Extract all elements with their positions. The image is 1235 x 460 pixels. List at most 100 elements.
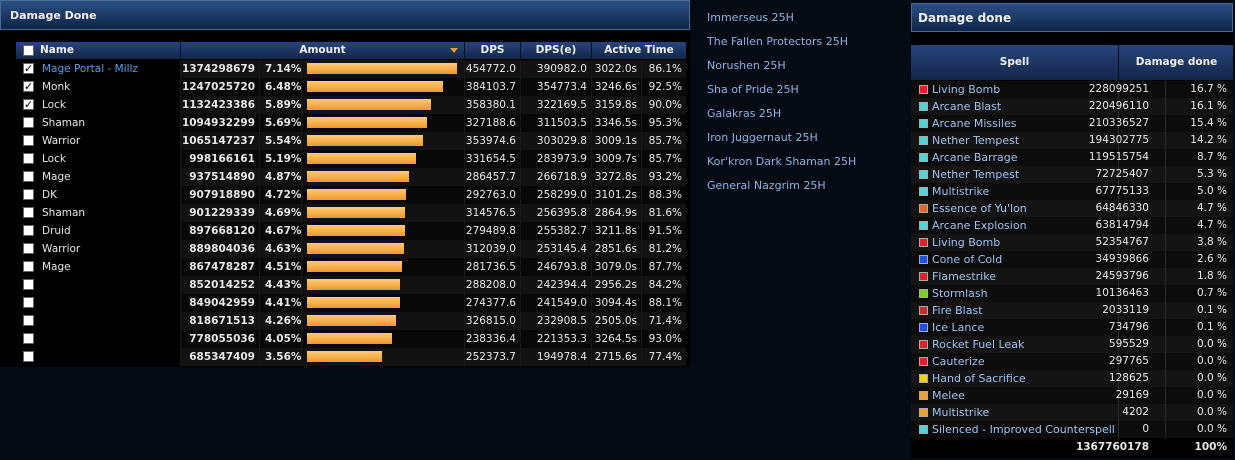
row-checkbox[interactable] bbox=[23, 153, 34, 164]
dps-value: 358380.1 bbox=[465, 96, 521, 114]
encounter-item[interactable]: Galakras 25H bbox=[707, 107, 782, 120]
spell-row[interactable]: Living Bomb 52354767 3.8 % bbox=[911, 234, 1233, 251]
row-checkbox[interactable] bbox=[23, 225, 34, 236]
spell-row[interactable]: Nether Tempest 72725407 5.3 % bbox=[911, 166, 1233, 183]
table-row[interactable]: 849042959 4.41% 274377.6 241549.0 3094.4s 88.… bbox=[16, 294, 686, 312]
dps-value: 274377.6 bbox=[465, 294, 521, 312]
dps-value: 238336.4 bbox=[465, 330, 521, 348]
table-row[interactable]: 818671513 4.26% 326815.0 232908.5 2505.0s 71.… bbox=[16, 312, 686, 330]
table-row[interactable]: Druid 897668120 4.67% 279489.8 255382.7 3211.… bbox=[16, 222, 686, 240]
row-checkbox[interactable] bbox=[23, 96, 34, 114]
amount-percent: 7.14% bbox=[260, 60, 302, 78]
window-titlebar[interactable]: Damage done bbox=[911, 3, 1233, 32]
spell-row[interactable]: Nether Tempest 194302775 14.2 % bbox=[911, 132, 1233, 149]
dps-value: 288208.0 bbox=[465, 276, 521, 294]
column-header-dpse[interactable]: DPS(e) bbox=[521, 42, 592, 59]
spell-row[interactable]: Flamestrike 24593796 1.8 % bbox=[911, 268, 1233, 285]
row-checkbox[interactable] bbox=[23, 60, 34, 78]
player-name: Mage bbox=[42, 261, 71, 273]
spell-row[interactable]: Cone of Cold 34939866 2.6 % bbox=[911, 251, 1233, 268]
active-time-value: 3346.5s bbox=[592, 114, 642, 132]
active-time-value: 3246.6s bbox=[592, 78, 642, 96]
table-row[interactable]: Mage 937514890 4.87% 286457.7 266718.9 3272.8… bbox=[16, 168, 686, 186]
encounter-item[interactable]: General Nazgrim 25H bbox=[707, 179, 826, 192]
amount-bar-cell bbox=[302, 60, 465, 78]
row-checkbox[interactable] bbox=[23, 117, 34, 128]
row-checkbox[interactable] bbox=[23, 171, 34, 182]
player-name: DK bbox=[42, 189, 57, 201]
table-row[interactable]: 685347409 3.56% 252373.7 194978.4 2715.6s 77.… bbox=[16, 348, 686, 366]
row-checkbox[interactable] bbox=[23, 243, 34, 254]
amount-bar bbox=[307, 333, 392, 344]
row-checkbox[interactable] bbox=[23, 135, 34, 146]
table-row[interactable]: 778055036 4.05% 238336.4 221353.3 3264.5s 93.… bbox=[16, 330, 686, 348]
column-header-amount[interactable]: Amount bbox=[181, 42, 465, 59]
spell-row[interactable]: Multistrike 67775133 5.0 % bbox=[911, 183, 1233, 200]
spell-row[interactable]: Multistrike 4202 0.0 % bbox=[911, 404, 1233, 421]
table-row[interactable]: Warrior 1065147237 5.54% 353974.6 303029.8 30… bbox=[16, 132, 686, 150]
row-checkbox[interactable] bbox=[23, 297, 34, 308]
table-row[interactable]: Mage 867478287 4.51% 281736.5 246793.8 3079.0… bbox=[16, 258, 686, 276]
row-checkbox[interactable] bbox=[23, 333, 34, 344]
spell-row[interactable]: Arcane Barrage 119515754 8.7 % bbox=[911, 149, 1233, 166]
spell-row[interactable]: Cauterize 297765 0.0 % bbox=[911, 353, 1233, 370]
spell-row[interactable]: Melee 29169 0.0 % bbox=[911, 387, 1233, 404]
encounter-item[interactable]: Immerseus 25H bbox=[707, 11, 794, 24]
table-row[interactable]: 852014252 4.43% 288208.0 242394.4 2956.2s 84.… bbox=[16, 276, 686, 294]
row-checkbox[interactable] bbox=[23, 315, 34, 326]
encounter-item[interactable]: Iron Juggernaut 25H bbox=[707, 131, 818, 144]
spell-row[interactable]: Ice Lance 734796 0.1 % bbox=[911, 319, 1233, 336]
active-time-percent: 91.5% bbox=[642, 222, 686, 240]
column-header-name[interactable]: Name bbox=[16, 42, 181, 59]
row-checkbox[interactable] bbox=[23, 207, 34, 218]
active-time-value: 2851.6s bbox=[592, 240, 642, 258]
spell-row[interactable]: Arcane Explosion 63814794 4.7 % bbox=[911, 217, 1233, 234]
spell-row[interactable]: Living Bomb 228099251 16.7 % bbox=[911, 81, 1233, 98]
spell-row[interactable]: Fire Blast 2033119 0.1 % bbox=[911, 302, 1233, 319]
spell-row[interactable]: Silenced - Improved Counterspell 0 0.0 % bbox=[911, 421, 1233, 438]
spell-name: Essence of Yu'lon bbox=[932, 202, 1027, 215]
row-checkbox[interactable] bbox=[23, 78, 34, 96]
table-row[interactable]: DK 907918890 4.72% 292763.0 258299.0 3101.2s 8… bbox=[16, 186, 686, 204]
column-header-dps[interactable]: DPS bbox=[465, 42, 521, 59]
row-checkbox[interactable] bbox=[23, 261, 34, 272]
row-checkbox[interactable] bbox=[23, 189, 34, 200]
spell-row[interactable]: Stormlash 10136463 0.7 % bbox=[911, 285, 1233, 302]
name-cell bbox=[16, 276, 181, 294]
column-header-spell[interactable]: Spell bbox=[999, 56, 1030, 68]
spell-damage-window: Damage done Spell Damage done Living Bom… bbox=[911, 3, 1233, 458]
encounter-item[interactable]: Norushen 25H bbox=[707, 59, 786, 72]
spell-school-icon bbox=[919, 238, 928, 247]
dps-value: 252373.7 bbox=[465, 348, 521, 366]
amount-bar-cell bbox=[302, 312, 465, 330]
spell-percent: 16.7 % bbox=[1190, 83, 1227, 95]
window-titlebar[interactable]: Damage Done bbox=[0, 0, 690, 30]
table-row[interactable]: Shaman 901229339 4.69% 314576.5 256395.8 2864… bbox=[16, 204, 686, 222]
amount-bar-cell bbox=[302, 204, 465, 222]
row-checkbox[interactable] bbox=[23, 279, 34, 290]
name-cell bbox=[16, 348, 181, 366]
spell-row[interactable]: Arcane Blast 220496110 16.1 % bbox=[911, 98, 1233, 115]
select-all-checkbox[interactable] bbox=[23, 45, 34, 56]
spell-row[interactable]: Rocket Fuel Leak 595529 0.0 % bbox=[911, 336, 1233, 353]
spell-name: Flamestrike bbox=[932, 270, 996, 283]
encounter-item[interactable]: Kor'kron Dark Shaman 25H bbox=[707, 155, 857, 168]
encounter-item[interactable]: Sha of Pride 25H bbox=[707, 83, 799, 96]
spell-row[interactable]: Arcane Missiles 210336527 15.4 % bbox=[911, 115, 1233, 132]
table-row[interactable]: Warrior 889804036 4.63% 312039.0 253145.4 285… bbox=[16, 240, 686, 258]
spell-row[interactable]: Essence of Yu'lon 64846330 4.7 % bbox=[911, 200, 1233, 217]
table-row[interactable]: Lock 998166161 5.19% 331654.5 283973.9 3009.7… bbox=[16, 150, 686, 168]
amount-value: 937514890 bbox=[181, 168, 260, 186]
row-checkbox[interactable] bbox=[23, 351, 34, 362]
spell-name: Living Bomb bbox=[932, 83, 1001, 96]
column-header-active-time[interactable]: Active Time bbox=[604, 44, 674, 56]
column-header-damage[interactable]: Damage done bbox=[1118, 45, 1234, 80]
player-name: Warrior bbox=[42, 135, 81, 147]
encounter-item[interactable]: The Fallen Protectors 25H bbox=[707, 35, 849, 48]
table-row[interactable]: Shaman 1094932299 5.69% 327188.6 311503.5 334… bbox=[16, 114, 686, 132]
spell-row[interactable]: Hand of Sacrifice 128625 0.0 % bbox=[911, 370, 1233, 387]
spell-damage: 63814794 bbox=[1095, 219, 1149, 231]
